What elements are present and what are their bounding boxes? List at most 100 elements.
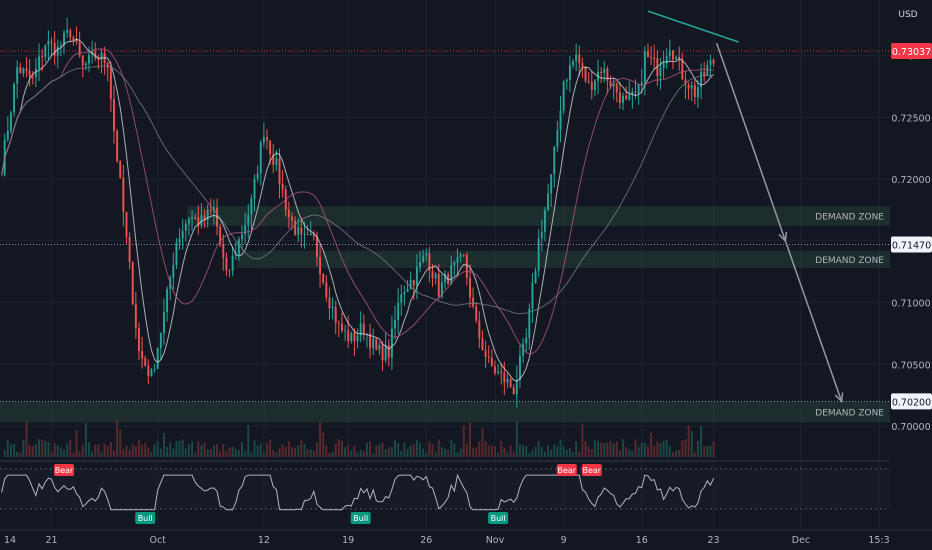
candle-body[interactable]	[437, 273, 440, 297]
candle-body[interactable]	[306, 234, 309, 236]
candle-body[interactable]	[147, 365, 150, 376]
candle-body[interactable]	[462, 254, 465, 256]
candle-body[interactable]	[403, 291, 406, 295]
candle-body[interactable]	[113, 99, 115, 131]
candle-body[interactable]	[109, 67, 112, 100]
rsi-marker-bull[interactable]	[488, 512, 509, 524]
candle-body[interactable]	[472, 297, 475, 307]
candle-body[interactable]	[331, 306, 334, 309]
candle-body[interactable]	[578, 54, 581, 64]
candle-body[interactable]	[584, 66, 587, 82]
candle-body[interactable]	[568, 65, 571, 80]
candle-body[interactable]	[518, 355, 521, 380]
candle-body[interactable]	[696, 87, 699, 98]
candle-body[interactable]	[609, 80, 612, 87]
candle-body[interactable]	[34, 68, 37, 78]
candle-body[interactable]	[397, 302, 400, 321]
candle-body[interactable]	[44, 45, 47, 57]
candle-body[interactable]	[372, 338, 375, 349]
candle-body[interactable]	[481, 338, 484, 351]
candle-body[interactable]	[269, 140, 272, 155]
candle-body[interactable]	[194, 217, 197, 219]
candle-body[interactable]	[359, 323, 362, 336]
candle-body[interactable]	[231, 255, 234, 271]
currency-label[interactable]: USD	[898, 10, 917, 20]
candle-body[interactable]	[643, 51, 646, 83]
candle-body[interactable]	[665, 56, 668, 63]
candle-body[interactable]	[434, 273, 437, 279]
candle-body[interactable]	[634, 91, 637, 93]
candle-body[interactable]	[156, 348, 159, 369]
candle-body[interactable]	[475, 306, 478, 321]
rsi-marker-bear[interactable]	[556, 464, 577, 476]
candle-body[interactable]	[469, 277, 471, 298]
rsi-pane[interactable]: 40.00BearBullBullBullBearBear	[0, 460, 920, 524]
candle-body[interactable]	[31, 77, 34, 79]
candle-body[interactable]	[150, 369, 153, 376]
candle-body[interactable]	[187, 219, 190, 224]
rsi-marker-bear[interactable]	[54, 464, 75, 476]
candle-body[interactable]	[662, 62, 665, 69]
candle-body[interactable]	[237, 239, 240, 255]
candle-body[interactable]	[500, 371, 503, 373]
candle-body[interactable]	[325, 282, 328, 298]
candle-body[interactable]	[297, 227, 300, 235]
candle-body[interactable]	[197, 217, 200, 226]
candle-body[interactable]	[222, 243, 225, 258]
candle-body[interactable]	[490, 357, 493, 367]
candle-body[interactable]	[387, 345, 390, 358]
candle-body[interactable]	[543, 210, 546, 232]
candle-body[interactable]	[278, 158, 281, 184]
candle-body[interactable]	[88, 54, 90, 64]
candle-body[interactable]	[266, 136, 268, 141]
candle-body[interactable]	[484, 350, 487, 357]
candle-body[interactable]	[456, 257, 459, 263]
candle-body[interactable]	[603, 68, 606, 74]
candle-body[interactable]	[175, 242, 178, 266]
candle-body[interactable]	[581, 63, 584, 67]
candle-body[interactable]	[6, 130, 9, 140]
candle-body[interactable]	[63, 32, 65, 46]
candle-body[interactable]	[512, 387, 515, 395]
candle-body[interactable]	[84, 63, 87, 66]
candle-body[interactable]	[250, 198, 253, 215]
candle-body[interactable]	[94, 51, 97, 58]
candle-body[interactable]	[144, 358, 147, 366]
candle-body[interactable]	[225, 257, 228, 271]
candle-body[interactable]	[206, 209, 209, 220]
candle-body[interactable]	[550, 174, 553, 194]
candle-body[interactable]	[50, 41, 53, 43]
candle-body[interactable]	[81, 55, 84, 66]
candle-body[interactable]	[671, 50, 674, 60]
candle-body[interactable]	[531, 283, 534, 309]
candle-body[interactable]	[409, 279, 412, 290]
candle-body[interactable]	[178, 238, 181, 243]
candle-body[interactable]	[172, 265, 175, 278]
candle-body[interactable]	[690, 84, 693, 89]
candle-body[interactable]	[309, 233, 312, 235]
candle-body[interactable]	[687, 85, 690, 89]
candle-body[interactable]	[650, 56, 653, 58]
candle-body[interactable]	[534, 270, 537, 284]
candle-body[interactable]	[525, 337, 528, 344]
candle-body[interactable]	[153, 368, 156, 370]
candle-body[interactable]	[678, 56, 681, 59]
candle-body[interactable]	[547, 193, 550, 211]
candle-body[interactable]	[497, 371, 500, 374]
candle-body[interactable]	[234, 254, 237, 256]
candle-body[interactable]	[38, 56, 41, 69]
candle-body[interactable]	[412, 279, 415, 286]
candle-body[interactable]	[419, 262, 421, 268]
candle-body[interactable]	[100, 52, 103, 60]
candle-body[interactable]	[565, 79, 568, 82]
candle-body[interactable]	[453, 262, 456, 266]
candle-body[interactable]	[128, 236, 131, 263]
candle-body[interactable]	[287, 209, 290, 217]
candle-body[interactable]	[506, 378, 509, 383]
candle-body[interactable]	[487, 356, 490, 358]
candle-body[interactable]	[668, 50, 671, 57]
candle-body[interactable]	[422, 255, 425, 263]
candle-body[interactable]	[406, 289, 409, 292]
candle-body[interactable]	[709, 60, 712, 65]
